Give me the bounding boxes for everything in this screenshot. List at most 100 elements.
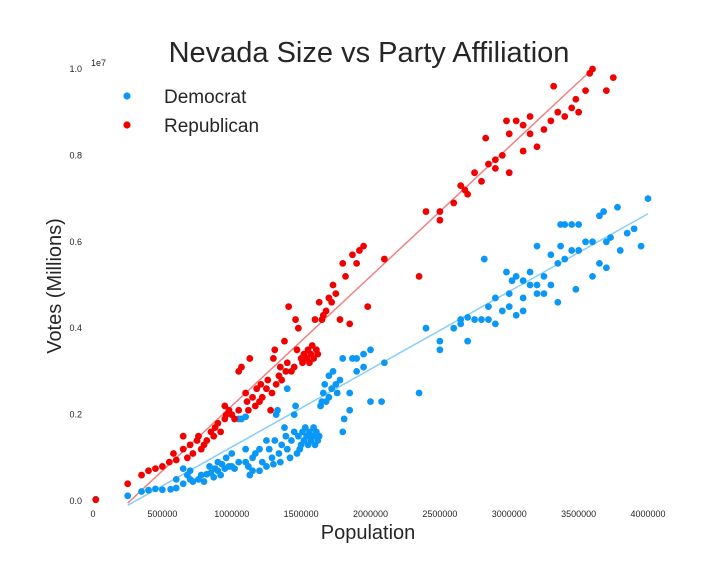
- data-point: [600, 208, 607, 215]
- data-point: [138, 471, 145, 479]
- data-point: [283, 445, 291, 453]
- x-tick-label: 1500000: [284, 509, 319, 519]
- data-point: [575, 247, 583, 254]
- data-point: [360, 350, 367, 358]
- data-point: [464, 337, 472, 345]
- data-point: [568, 247, 576, 254]
- data-point: [596, 260, 603, 267]
- y-tick-label: 0.0: [69, 496, 82, 506]
- data-point: [568, 221, 576, 228]
- data-point: [540, 290, 548, 298]
- data-point: [242, 413, 250, 421]
- data-point: [353, 260, 361, 267]
- data-point: [263, 437, 270, 444]
- data-point: [258, 393, 266, 401]
- data-point: [290, 411, 298, 418]
- data-point: [356, 247, 363, 254]
- data-point: [269, 355, 277, 362]
- data-point: [321, 380, 329, 388]
- data-point: [422, 208, 430, 215]
- data-point: [329, 281, 337, 289]
- data-point: [436, 216, 444, 224]
- data-point: [575, 221, 583, 228]
- data-point: [342, 272, 349, 280]
- data-point: [235, 458, 243, 466]
- data-point: [274, 406, 281, 414]
- data-point: [319, 389, 327, 397]
- data-point: [276, 458, 284, 466]
- data-point: [301, 424, 309, 431]
- data-point: [505, 290, 513, 298]
- data-point: [436, 346, 444, 354]
- data-point: [263, 463, 270, 470]
- data-point: [457, 316, 465, 323]
- series-democrat: [92, 195, 652, 503]
- data-point: [367, 346, 374, 354]
- data-point: [554, 260, 562, 267]
- data-point: [246, 355, 254, 362]
- data-point: [308, 342, 316, 349]
- data-point: [582, 238, 589, 246]
- data-point: [294, 324, 302, 332]
- data-point: [315, 298, 323, 306]
- data-point: [526, 281, 534, 289]
- data-point: [282, 432, 290, 440]
- data-point: [339, 260, 347, 267]
- data-point: [503, 268, 510, 276]
- data-point: [286, 454, 294, 462]
- data-point: [450, 324, 458, 332]
- series-republican: [92, 65, 617, 504]
- data-point: [231, 465, 238, 472]
- data-point: [346, 406, 354, 414]
- data-point: [480, 255, 488, 263]
- data-point: [353, 355, 361, 362]
- data-point: [290, 363, 298, 371]
- data-point: [325, 372, 333, 380]
- data-point: [249, 467, 256, 475]
- data-point: [533, 143, 541, 151]
- x-tick-label: 2500000: [422, 509, 457, 519]
- data-point: [256, 467, 263, 475]
- data-point: [349, 251, 356, 259]
- data-point: [283, 385, 291, 393]
- data-point: [572, 95, 580, 103]
- y-axis-label: Votes (Millions): [44, 218, 66, 354]
- data-point: [138, 488, 145, 495]
- data-point: [333, 389, 341, 397]
- legend-label-democrat: Democrat: [164, 87, 247, 108]
- data-point: [505, 169, 513, 177]
- data-point: [278, 441, 286, 449]
- data-point: [491, 164, 499, 172]
- data-point: [589, 238, 596, 246]
- data-point: [172, 456, 180, 464]
- data-point: [380, 359, 388, 367]
- data-point: [572, 285, 580, 293]
- data-point: [183, 454, 191, 462]
- data-point: [607, 234, 614, 241]
- data-point: [217, 471, 225, 479]
- legend: Democrat Republican: [123, 87, 259, 137]
- trend-line-democrat: [127, 213, 649, 506]
- data-point: [283, 359, 291, 367]
- data-point: [436, 208, 444, 215]
- y-tick-label: 0.2: [69, 410, 82, 420]
- data-point: [360, 363, 367, 371]
- data-point: [503, 117, 510, 125]
- data-point: [485, 303, 492, 310]
- data-point: [339, 355, 347, 362]
- data-point: [450, 199, 458, 207]
- y-axis-ticks: 0.0 0.2 0.4 0.6 0.8 1.0: [69, 64, 82, 506]
- data-point: [251, 402, 259, 410]
- data-point: [457, 182, 465, 190]
- data-point: [251, 450, 259, 457]
- data-point: [561, 255, 569, 263]
- data-point: [589, 272, 596, 280]
- data-point: [596, 212, 603, 220]
- data-point: [281, 337, 288, 345]
- data-point: [235, 406, 243, 414]
- data-point: [265, 445, 273, 453]
- data-point: [282, 368, 290, 375]
- data-point: [263, 385, 270, 393]
- data-point: [329, 368, 337, 375]
